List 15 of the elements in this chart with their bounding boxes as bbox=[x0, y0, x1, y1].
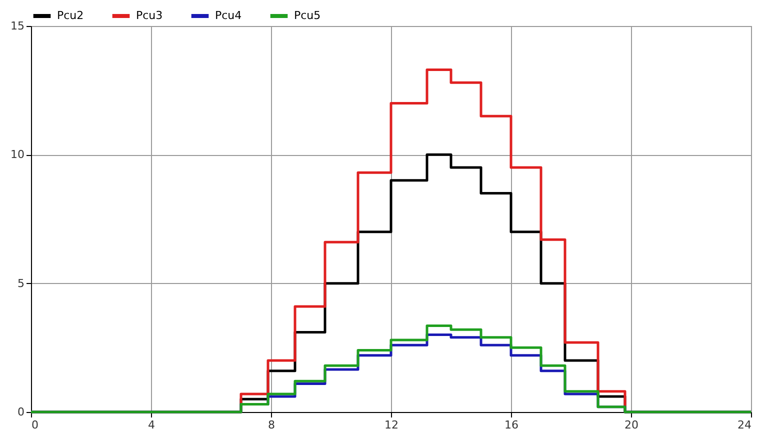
x-tick-label: 12 bbox=[384, 418, 398, 432]
legend-label: Pcu4 bbox=[215, 9, 242, 22]
y-tick-label: 10 bbox=[10, 148, 24, 162]
x-tick-label: 0 bbox=[32, 418, 38, 432]
y-tick-label: 0 bbox=[18, 406, 24, 418]
x-tick-label: 8 bbox=[268, 418, 275, 432]
x-tick-label: 20 bbox=[624, 418, 638, 432]
y-tick-label: 15 bbox=[10, 20, 24, 32]
legend-label: Pcu2 bbox=[57, 9, 84, 22]
legend-label: Pcu5 bbox=[294, 9, 321, 22]
y-tick-label: 5 bbox=[18, 276, 24, 290]
x-tick-label: 16 bbox=[504, 418, 518, 432]
x-tick-label: 24 bbox=[738, 418, 752, 432]
x-tick-label: 4 bbox=[148, 418, 155, 432]
legend-label: Pcu3 bbox=[136, 9, 163, 22]
